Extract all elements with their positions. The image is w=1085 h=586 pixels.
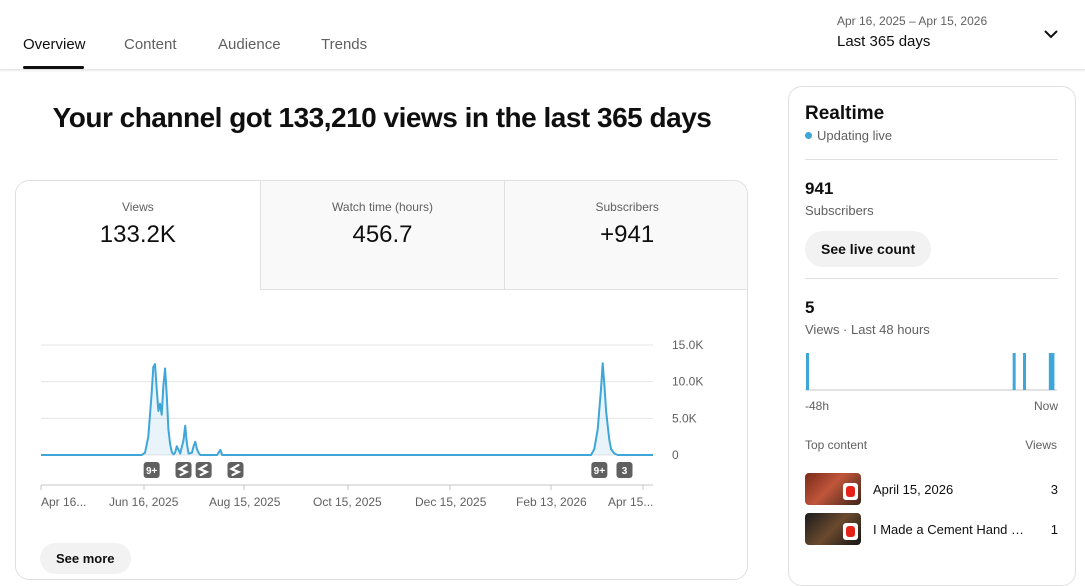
top-content-views: 3 bbox=[1050, 482, 1058, 497]
x-tick-label: Feb 13, 2026 bbox=[516, 495, 587, 509]
mini-chart-bar bbox=[1048, 353, 1052, 390]
y-tick-label: 10.0K bbox=[672, 375, 703, 389]
active-tab-indicator bbox=[23, 66, 84, 69]
metric-subscribers-label: Subscribers bbox=[595, 200, 659, 214]
overview-card: Views 133.2K Watch time (hours) 456.7 Su… bbox=[15, 180, 748, 580]
mini-chart-end-tick: Now bbox=[1034, 399, 1059, 413]
page-headline: Your channel got 133,210 views in the la… bbox=[52, 102, 712, 133]
realtime-live-label: Updating live bbox=[817, 128, 893, 143]
top-bar: Overview Content Audience Trends Apr 16,… bbox=[0, 0, 1085, 70]
chevron-down-icon bbox=[1044, 30, 1058, 39]
metric-views[interactable]: Views 133.2K bbox=[16, 181, 260, 290]
mini-chart-bar bbox=[1051, 353, 1055, 390]
date-range-label: Last 365 days bbox=[837, 33, 931, 50]
tab-overview[interactable]: Overview bbox=[23, 36, 86, 53]
top-content-title: April 15, 2026 bbox=[873, 482, 954, 497]
top-content-row[interactable]: I Made a Cement Hand Sculpture 1 bbox=[805, 513, 1058, 547]
top-content-views: 1 bbox=[1050, 522, 1058, 537]
mini-chart-bar bbox=[1012, 353, 1016, 390]
metric-views-label: Views bbox=[121, 200, 154, 214]
shorts-icon bbox=[229, 463, 242, 477]
uploads-count-marker bbox=[616, 462, 633, 478]
metric-subscribers[interactable]: Subscribers +941 bbox=[504, 181, 747, 290]
tab-content[interactable]: Content bbox=[124, 36, 177, 53]
top-content-row[interactable]: April 15, 2026 3 bbox=[805, 473, 1058, 507]
y-tick-label: 15.0K bbox=[672, 338, 703, 352]
series-line bbox=[41, 362, 653, 456]
date-range-selector[interactable]: Apr 16, 2025 – Apr 15, 2026 Last 365 day… bbox=[837, 14, 1067, 58]
views-chart: 15.0K 10.0K 5.0K 0 Apr 16... Jun 16, 2025 Aug … bbox=[40, 338, 703, 509]
metric-watch-time[interactable]: Watch time (hours) 456.7 bbox=[259, 181, 505, 290]
uploads-count-marker bbox=[591, 462, 608, 478]
y-tick-label: 0 bbox=[672, 448, 679, 462]
x-tick-label: Apr 16... bbox=[41, 495, 86, 509]
x-tick-label: Apr 15... bbox=[608, 495, 653, 509]
realtime-subscribers-count: 941 bbox=[805, 179, 834, 198]
shorts-icon bbox=[177, 463, 190, 477]
metric-watch-time-value: 456.7 bbox=[352, 221, 413, 248]
mini-chart-bar bbox=[806, 353, 809, 390]
shorts-icon bbox=[843, 483, 858, 500]
mini-chart-bar bbox=[1023, 353, 1026, 390]
realtime-views-mini-chart bbox=[805, 353, 1057, 391]
realtime-title: Realtime bbox=[805, 103, 885, 124]
mini-chart-start-tick: -48h bbox=[805, 399, 830, 413]
top-content-label: Top content bbox=[805, 438, 868, 452]
top-content-title: I Made a Cement Hand Sculpture bbox=[873, 522, 1028, 537]
realtime-live-status: Updating live bbox=[805, 128, 892, 143]
uploads-count-marker bbox=[143, 462, 160, 478]
x-tick-label: Dec 15, 2025 bbox=[415, 495, 487, 509]
divider bbox=[805, 278, 1058, 279]
marker-label: 9+ bbox=[594, 466, 606, 477]
realtime-views-label: Views · Last 48 hours bbox=[805, 322, 930, 337]
marker-label: 9+ bbox=[146, 466, 158, 477]
date-range-dates: Apr 16, 2025 – Apr 15, 2026 bbox=[837, 14, 988, 28]
video-thumbnail bbox=[805, 513, 861, 545]
x-tick-label: Oct 15, 2025 bbox=[313, 495, 382, 509]
x-tick-label: Aug 15, 2025 bbox=[209, 495, 281, 509]
metric-tabs: Views 133.2K Watch time (hours) 456.7 Su… bbox=[16, 181, 747, 290]
see-more-button[interactable]: See more bbox=[40, 543, 131, 574]
realtime-views-count: 5 bbox=[805, 298, 815, 317]
x-tick-label: Jun 16, 2025 bbox=[109, 495, 179, 509]
shorts-icon bbox=[197, 463, 210, 477]
tab-trends[interactable]: Trends bbox=[321, 36, 368, 53]
tab-audience[interactable]: Audience bbox=[218, 36, 281, 53]
divider bbox=[805, 159, 1058, 160]
series-area bbox=[41, 363, 653, 455]
realtime-card: Realtime Updating live 941 Subscribers S… bbox=[788, 86, 1076, 586]
y-tick-label: 5.0K bbox=[672, 411, 697, 425]
see-live-count-button[interactable]: See live count bbox=[805, 231, 932, 267]
live-dot-icon bbox=[805, 132, 812, 139]
metric-watch-time-label: Watch time (hours) bbox=[332, 200, 433, 214]
video-thumbnail bbox=[805, 473, 861, 505]
realtime-subscribers-label: Subscribers bbox=[805, 203, 874, 218]
metric-views-value: 133.2K bbox=[99, 221, 176, 248]
top-content-metric: Views bbox=[1025, 438, 1057, 452]
shorts-icon bbox=[843, 523, 858, 540]
metric-subscribers-value: +941 bbox=[600, 221, 655, 248]
marker-label: 3 bbox=[622, 466, 628, 477]
